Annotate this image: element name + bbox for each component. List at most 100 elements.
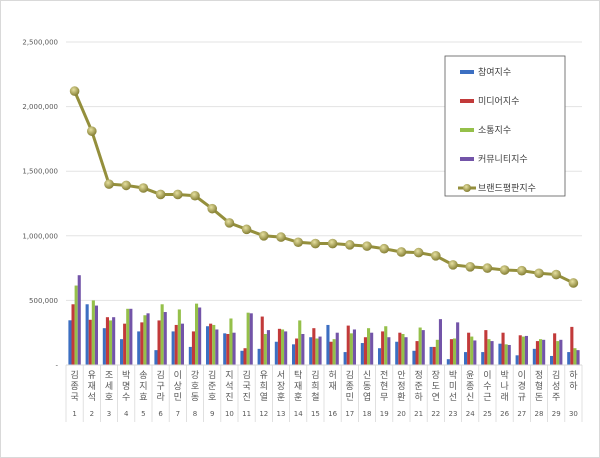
bar-미디어지수-김종국: [71, 304, 75, 365]
line-marker-전현무: [379, 243, 390, 254]
bar-참여지수-유재석: [85, 304, 89, 365]
bar-참여지수-김준호: [206, 326, 210, 365]
bar-소통지수-정형돈: [539, 339, 543, 365]
category-label: 정준하: [414, 370, 423, 403]
category-char: 하: [569, 381, 578, 392]
category-char: 탁: [294, 369, 302, 381]
line-marker-유재석: [87, 126, 97, 136]
category-char: 명: [122, 381, 130, 392]
rank-label: 23: [449, 410, 458, 418]
category-char: 준: [414, 381, 422, 392]
rank-label: 26: [500, 410, 509, 418]
category-char: 신: [466, 392, 474, 403]
category-label: 김준호: [208, 369, 216, 403]
bar-참여지수-안정환: [395, 341, 399, 365]
bar-참여지수-지석진: [223, 333, 227, 365]
category-char: 김: [311, 369, 319, 381]
category-label: 박미선: [449, 370, 457, 403]
category-char: 호: [105, 392, 113, 403]
bar-미디어지수-조세호: [105, 317, 109, 365]
bar-소통지수-박미선: [453, 338, 457, 365]
bar-커뮤니티지수-유희열: [266, 330, 270, 365]
line-marker-정형돈: [534, 268, 544, 279]
rank-label: 9: [210, 410, 214, 418]
line-marker-김종민: [345, 240, 355, 250]
category-char: 연: [432, 392, 440, 403]
bar-커뮤니티지수-정형돈: [542, 339, 546, 365]
category-label: 안정환: [397, 370, 405, 403]
bar-참여지수-김희철: [309, 337, 313, 365]
bar-커뮤니티지수-서장훈: [284, 331, 288, 365]
bar-참여지수-하하: [567, 352, 571, 365]
bar-참여지수-박미선: [446, 359, 450, 365]
category-char: 규: [518, 392, 526, 403]
category-char: 박: [500, 370, 508, 381]
rank-label: 6: [158, 410, 163, 418]
bar-소통지수-김준호: [212, 324, 216, 365]
category-char: 허: [328, 370, 336, 381]
category-char: 유: [260, 370, 268, 381]
bar-미디어지수-김준호: [209, 323, 213, 365]
category-char: 동: [363, 381, 371, 392]
rank-label: 27: [517, 410, 526, 418]
rank-label: 10: [225, 410, 234, 418]
category-label: 허재: [328, 370, 336, 392]
rank-label: 16: [328, 410, 337, 418]
bar-커뮤니티지수-하하: [576, 350, 580, 365]
bar-미디어지수-안정환: [398, 332, 402, 365]
category-char: 장: [432, 370, 440, 381]
category-label: 유재석: [88, 370, 96, 403]
bar-소통지수-신동엽: [367, 328, 371, 365]
bar-커뮤니티지수-박나래: [507, 344, 511, 365]
bar-미디어지수-송지효: [140, 322, 144, 365]
bar-소통지수-김종국: [74, 285, 78, 365]
bar-소통지수-이상민: [177, 309, 181, 365]
line-marker-조세호: [104, 179, 114, 189]
category-char: 서: [277, 370, 285, 381]
category-label: 윤종신: [466, 370, 474, 403]
category-char: 라: [156, 392, 165, 403]
category-label: 조세호: [105, 371, 113, 403]
category-label: 탁재훈: [294, 369, 302, 403]
category-char: 이: [174, 370, 182, 381]
bar-커뮤니티지수-김종국: [77, 275, 81, 365]
category-char: 민: [174, 392, 182, 403]
category-char: 김: [552, 369, 560, 381]
category-char: 신: [363, 370, 371, 381]
category-label: 이경규: [518, 370, 526, 403]
legend-swatch: [460, 99, 474, 103]
category-label: 지석진: [225, 370, 233, 403]
legend-label: 미디어지수: [478, 96, 519, 107]
bar-참여지수-탁재훈: [292, 344, 296, 365]
rank-label: 28: [535, 410, 544, 418]
rank-label: 2: [90, 410, 94, 418]
category-char: 래: [500, 392, 508, 403]
line-marker-강호동: [190, 190, 200, 201]
bar-참여지수-윤종신: [464, 352, 468, 365]
rank-label: 22: [431, 410, 440, 418]
category-char: 엽: [363, 392, 371, 403]
category-char: 정: [414, 370, 422, 381]
legend-label: 브랜드평판지수: [478, 183, 536, 194]
category-label: 장도연: [432, 370, 440, 403]
bar-미디어지수-김성주: [553, 333, 557, 365]
bar-미디어지수-정준하: [415, 341, 419, 365]
rank-label: 21: [414, 410, 423, 418]
y-tick-label: 1,500,000: [22, 168, 58, 176]
category-char: 상: [174, 381, 182, 392]
line-marker-김희철: [310, 238, 321, 249]
rank-label: 19: [380, 410, 389, 418]
rank-label: 14: [294, 410, 303, 418]
bar-참여지수-김구라: [154, 350, 158, 365]
category-char: 훈: [294, 391, 302, 403]
legend-label: 소통지수: [478, 125, 511, 136]
bar-참여지수-정준하: [412, 350, 416, 365]
line-marker-신동엽: [362, 241, 372, 251]
category-char: 세: [105, 381, 113, 392]
category-label: 정형돈: [535, 370, 543, 403]
rank-label: 8: [193, 410, 197, 418]
category-char: 김: [70, 369, 78, 381]
category-char: 지: [139, 381, 147, 392]
category-char: 이: [483, 370, 491, 381]
